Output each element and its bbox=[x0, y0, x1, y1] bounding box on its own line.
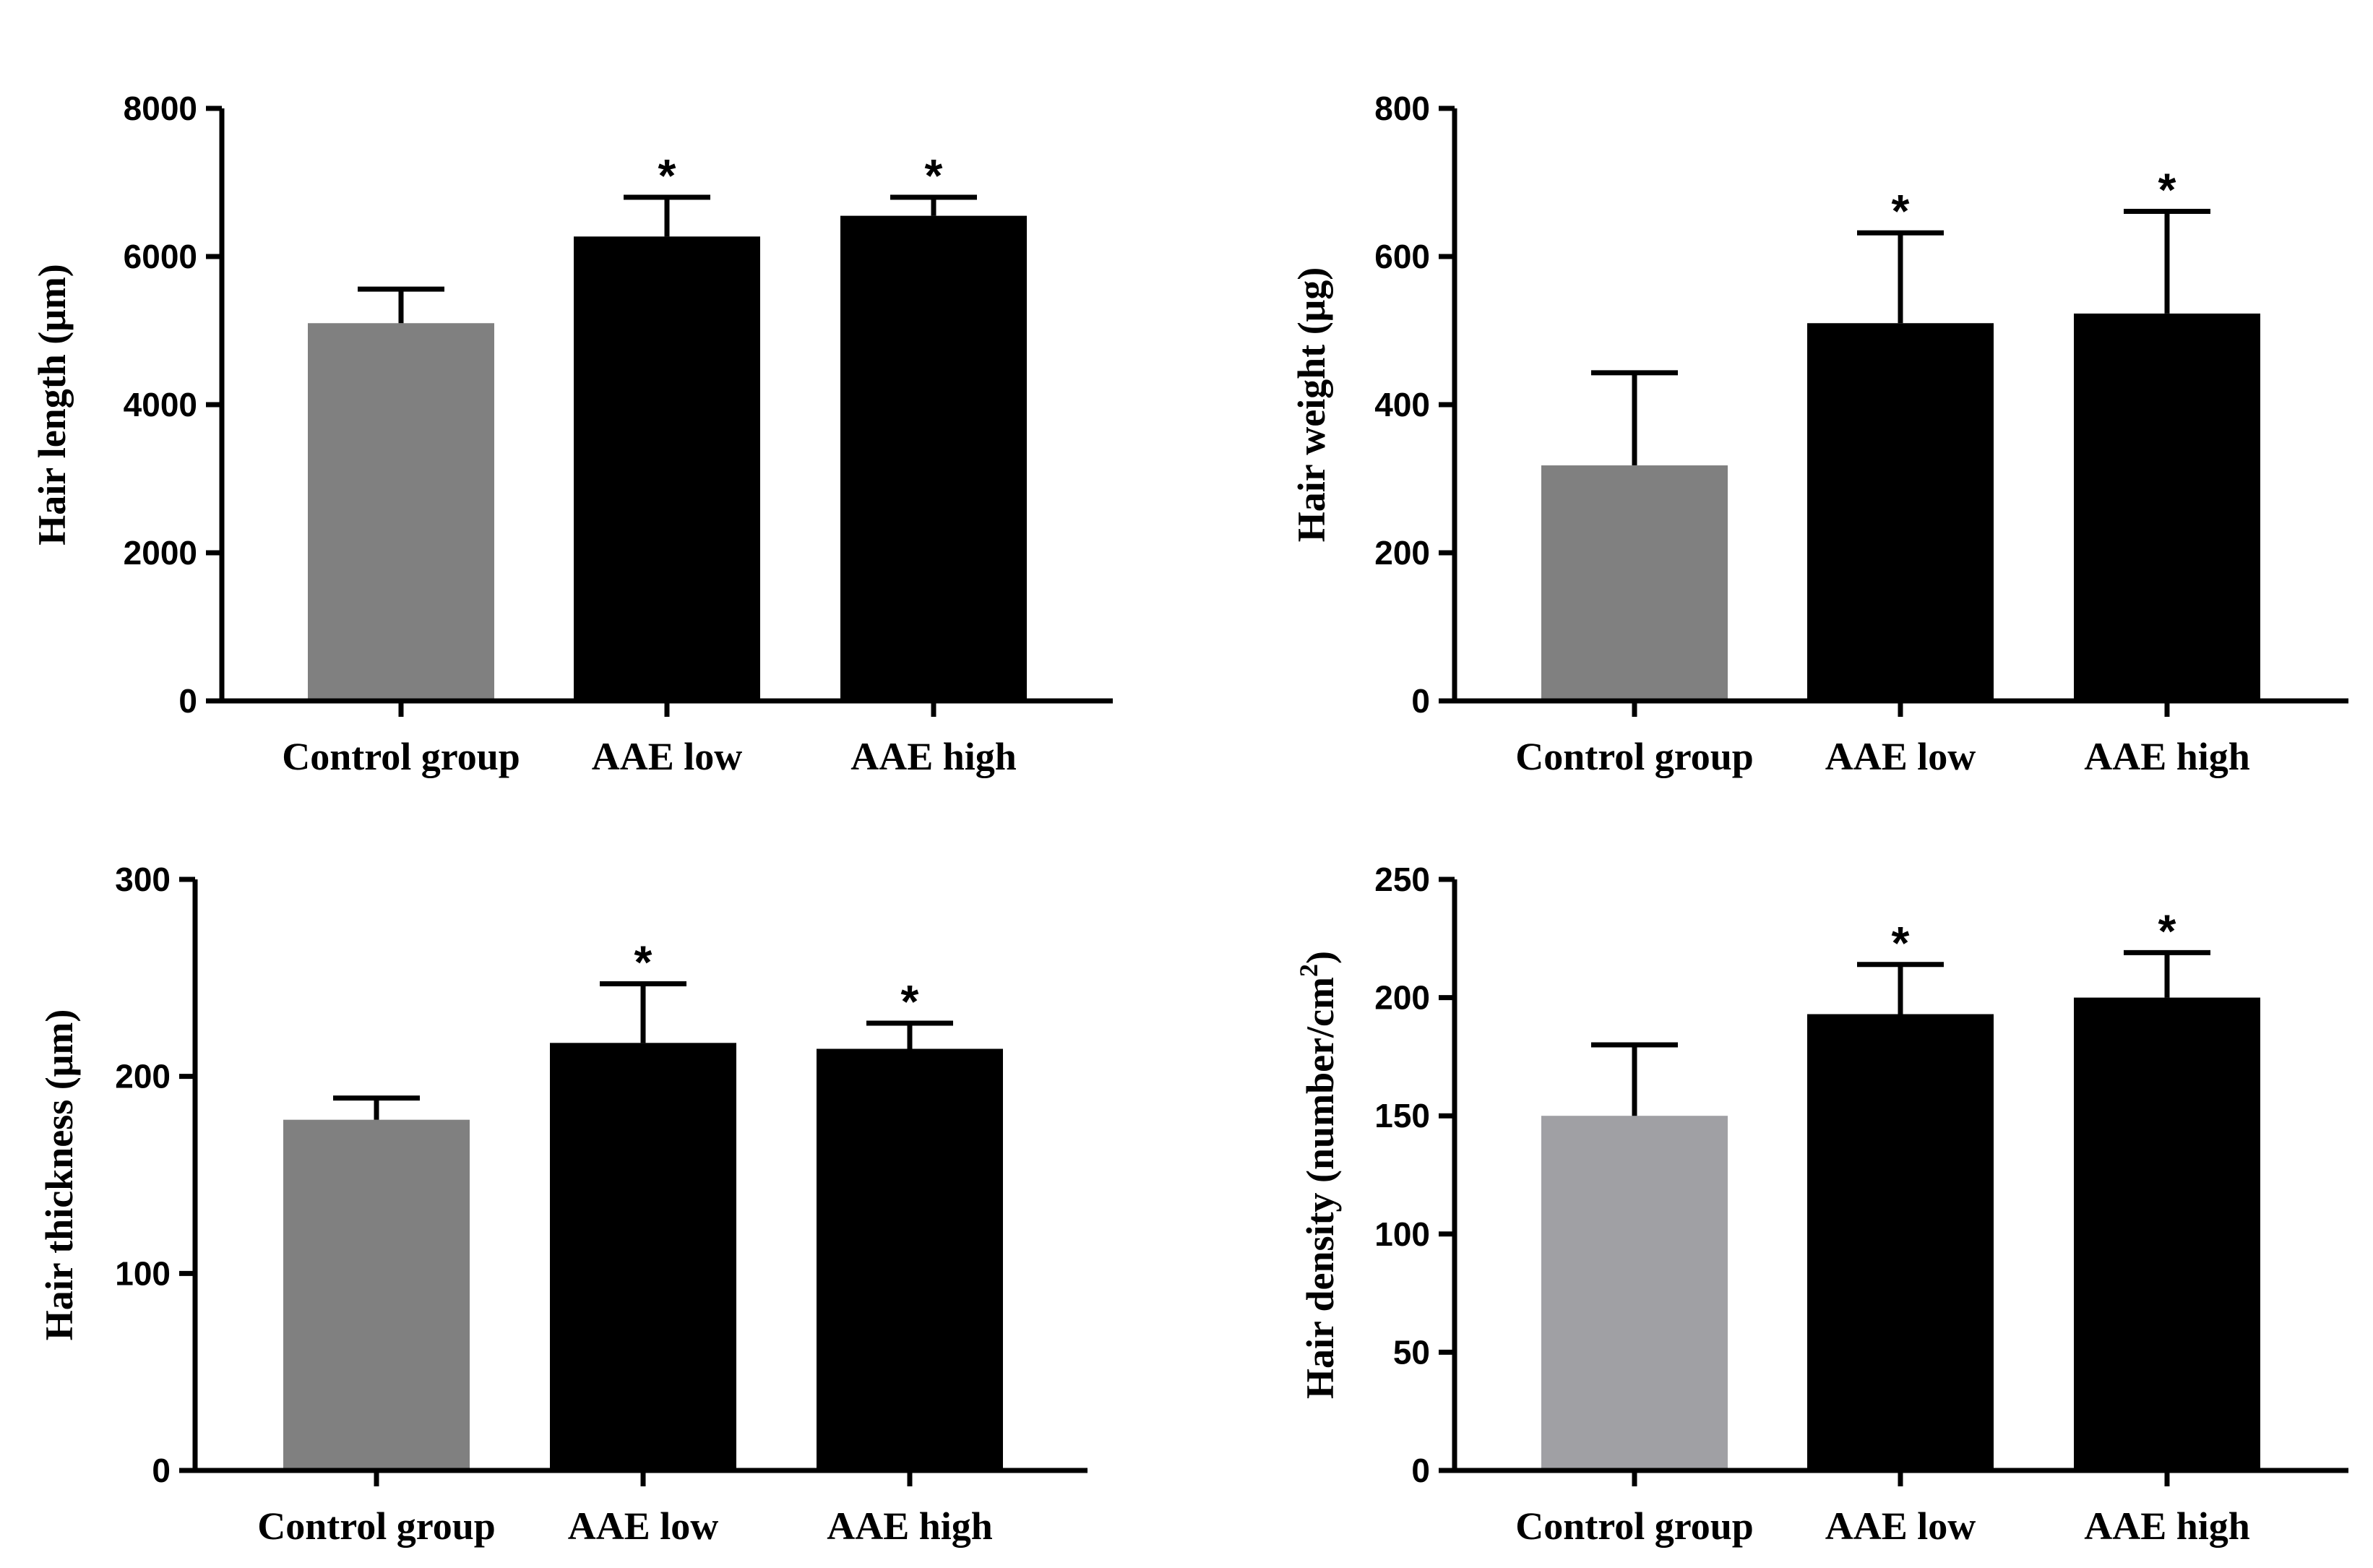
bar-control-group bbox=[1541, 465, 1728, 701]
error-bar bbox=[600, 981, 686, 1043]
significance-marker: * bbox=[2158, 905, 2176, 957]
bar-aae-low bbox=[550, 1043, 736, 1470]
hair-length-svg: Control group * AAE low * AAE high 0 2000 4000 6… bbox=[30, 90, 1113, 778]
y-tick-label: 8000 bbox=[124, 90, 197, 127]
error-bar bbox=[1591, 370, 1678, 466]
error-bar bbox=[1857, 230, 1944, 324]
y-tick-label: 600 bbox=[1374, 238, 1430, 275]
significance-marker: * bbox=[925, 150, 943, 202]
y-axis-label: Hair weight (μg) bbox=[1290, 267, 1333, 543]
x-tick-label: AAE low bbox=[1825, 1504, 1976, 1548]
x-tick-label: Control group bbox=[1515, 1504, 1754, 1548]
x-tick-label: AAE high bbox=[827, 1504, 993, 1548]
y-tick-label: 200 bbox=[1374, 534, 1430, 572]
x-tick-label: AAE high bbox=[850, 735, 1017, 778]
bar-aae-high bbox=[2074, 313, 2260, 701]
error-bar bbox=[358, 286, 444, 324]
significance-marker: * bbox=[901, 975, 919, 1028]
bar-control-group bbox=[308, 323, 494, 701]
hair-weight-chart: Control group * AAE low * AAE high 0 200 400 600… bbox=[1231, 22, 2370, 798]
y-tick-label: 200 bbox=[115, 1058, 171, 1095]
bar-aae-high bbox=[817, 1048, 1003, 1470]
x-tick-label: AAE high bbox=[2084, 1504, 2250, 1548]
x-tick-label: Control group bbox=[257, 1504, 496, 1548]
y-tick-label: 100 bbox=[115, 1254, 171, 1292]
y-tick-label: 250 bbox=[1374, 861, 1430, 898]
error-bar bbox=[1591, 1042, 1678, 1116]
y-axis-label: Hair density (number/cm2) bbox=[1294, 951, 1342, 1399]
x-tick-label: AAE high bbox=[2084, 735, 2250, 778]
y-tick-label: 4000 bbox=[124, 386, 197, 423]
hair-thickness-chart: Control group * AAE low * AAE high 0 100 200 300… bbox=[0, 793, 1109, 1568]
y-tick-label: 0 bbox=[178, 682, 197, 720]
bar-aae-high bbox=[2074, 997, 2260, 1470]
y-tick-label: 100 bbox=[1374, 1215, 1430, 1253]
y-tick-label: 2000 bbox=[124, 534, 197, 572]
x-tick-label: Control group bbox=[1515, 735, 1754, 778]
bar-control-group bbox=[283, 1119, 470, 1470]
error-bar bbox=[2124, 949, 2210, 998]
x-tick-label: Control group bbox=[282, 735, 520, 778]
y-tick-label: 150 bbox=[1374, 1097, 1430, 1134]
error-bar bbox=[890, 194, 977, 216]
y-tick-label: 6000 bbox=[124, 238, 197, 275]
error-bar bbox=[866, 1020, 953, 1049]
bar-control-group bbox=[1541, 1116, 1728, 1470]
significance-marker: * bbox=[1892, 185, 1910, 237]
y-axis-label: Hair length (μm) bbox=[30, 264, 74, 546]
error-bar bbox=[1857, 962, 1944, 1015]
y-tick-label: 50 bbox=[1393, 1333, 1430, 1371]
y-tick-label: 400 bbox=[1374, 386, 1430, 423]
x-tick-label: AAE low bbox=[568, 1504, 719, 1548]
x-tick-label: AAE low bbox=[592, 735, 743, 778]
y-tick-label: 800 bbox=[1374, 90, 1430, 127]
x-tick-label: AAE low bbox=[1825, 735, 1976, 778]
y-tick-label: 0 bbox=[1411, 682, 1430, 720]
hair-length-chart: Control group * AAE low * AAE high 0 2000 4000 6… bbox=[0, 22, 1134, 798]
bar-aae-low bbox=[574, 236, 760, 701]
bar-aae-low bbox=[1807, 323, 1994, 701]
bar-aae-low bbox=[1807, 1014, 1994, 1470]
significance-marker: * bbox=[2158, 163, 2176, 215]
y-axis-label: Hair thickness (μm) bbox=[38, 1009, 81, 1341]
y-tick-label: 200 bbox=[1374, 979, 1430, 1017]
significance-marker: * bbox=[1892, 917, 1910, 969]
hair-density-svg: Control group * AAE low * AAE high 0 50 100 150 2… bbox=[1294, 861, 2348, 1548]
bar-aae-high bbox=[840, 215, 1027, 701]
y-tick-label: 0 bbox=[152, 1452, 171, 1489]
error-bar bbox=[2124, 208, 2210, 314]
error-bar bbox=[333, 1095, 420, 1120]
hair-density-chart: Control group * AAE low * AAE high 0 50 100 150 2… bbox=[1231, 793, 2370, 1568]
y-tick-label: 0 bbox=[1411, 1452, 1430, 1489]
hair-thickness-svg: Control group * AAE low * AAE high 0 100 200 300… bbox=[38, 861, 1088, 1548]
y-tick-label: 300 bbox=[115, 861, 171, 898]
hair-weight-svg: Control group * AAE low * AAE high 0 200 400 600… bbox=[1290, 90, 2348, 778]
significance-marker: * bbox=[634, 936, 653, 988]
error-bar bbox=[624, 194, 710, 237]
significance-marker: * bbox=[658, 150, 676, 202]
